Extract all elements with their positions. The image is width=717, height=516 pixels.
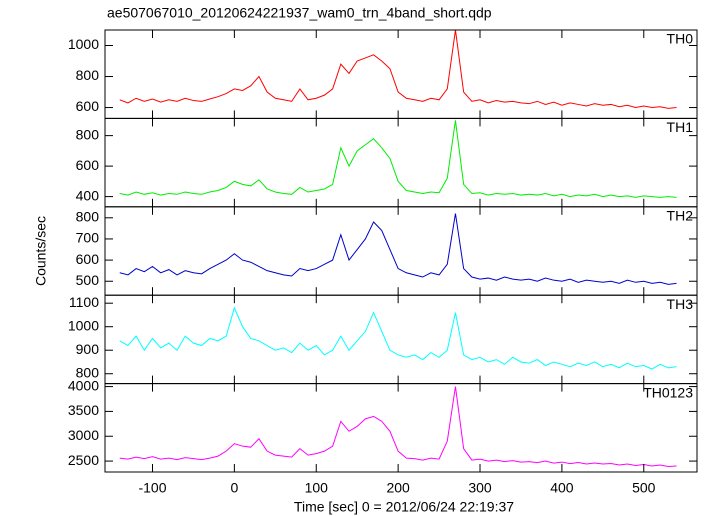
x-tick-label: 0	[230, 480, 238, 496]
x-tick-label: 500	[632, 480, 656, 496]
y-tick-label: 800	[76, 67, 100, 83]
y-tick-label: 600	[76, 157, 100, 173]
y-axis-label: Counts/sec	[33, 216, 49, 286]
y-tick-label: 800	[76, 126, 100, 142]
chart-title: ae507067010_20120624221937_wam0_trn_4ban…	[107, 5, 492, 21]
panel-label: TH0	[667, 31, 694, 47]
y-tick-label: 1100	[69, 294, 99, 310]
light-curve	[119, 386, 677, 468]
light-curve	[119, 213, 677, 285]
x-tick-label: 100	[305, 480, 329, 496]
panel-label: TH2	[667, 208, 694, 224]
y-tick-label: 3500	[68, 402, 99, 418]
y-tick-label: 600	[76, 98, 100, 114]
y-tick-label: 900	[76, 341, 100, 357]
x-tick-label: 300	[468, 480, 492, 496]
y-tick-label: 2500	[68, 452, 99, 468]
panel-label: TH3	[667, 296, 694, 312]
x-tick-label: 200	[386, 480, 410, 496]
y-tick-label: 400	[76, 187, 100, 203]
y-tick-label: 1000	[68, 36, 99, 52]
x-axis-label: Time [sec] 0 = 2012/06/24 22:19:37	[294, 499, 514, 515]
panel-label: TH0123	[643, 384, 693, 400]
panel-label: TH1	[667, 119, 694, 135]
y-tick-label: 1000	[68, 317, 99, 333]
light-curve	[119, 306, 677, 370]
y-tick-label: 3000	[68, 427, 99, 443]
light-curve	[119, 29, 677, 109]
y-tick-label: 4000	[68, 377, 99, 393]
y-tick-label: 800	[76, 209, 100, 225]
x-tick-label: 400	[550, 480, 574, 496]
y-tick-label: 800	[76, 364, 100, 380]
y-tick-label: 600	[76, 251, 100, 267]
light-curve	[119, 120, 677, 198]
y-tick-label: 500	[76, 272, 100, 288]
panel-frame	[104, 294, 698, 385]
x-tick-label: -100	[138, 480, 166, 496]
y-tick-label: 700	[76, 230, 100, 246]
panel-frame	[104, 383, 698, 473]
